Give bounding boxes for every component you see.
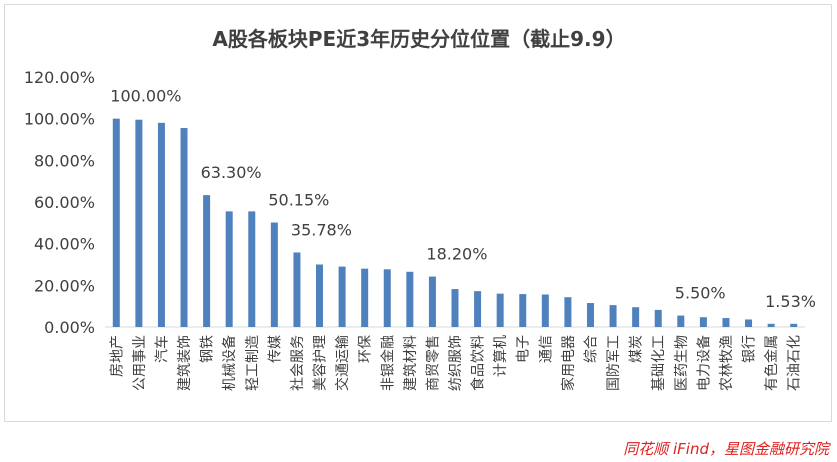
data-label: 35.78% (291, 220, 352, 239)
bar-chart: 0.00% 20.00% 40.00% 60.00% 80.00% 100.00% 120.… (24, 68, 816, 391)
bar (519, 294, 527, 327)
x-tick-label: 纺织服饰 (448, 335, 464, 391)
bar (383, 269, 391, 327)
bar (428, 276, 436, 327)
x-tick-label: 计算机 (493, 335, 509, 377)
y-tick-label: 100.00% (24, 110, 95, 129)
bar (180, 128, 188, 327)
bar (722, 318, 730, 327)
x-tick-label: 汽车 (153, 335, 170, 363)
x-tick-label: 环保 (358, 335, 374, 363)
bar (248, 211, 256, 327)
data-label: 18.20% (426, 245, 487, 264)
bar (586, 303, 594, 327)
bar (338, 266, 346, 327)
x-tick-label: 国防军工 (606, 335, 622, 391)
bar (225, 211, 233, 327)
bar (564, 297, 572, 327)
bar (406, 271, 414, 327)
x-tick-label: 通信 (538, 335, 554, 363)
bar (677, 315, 685, 327)
x-tick-label: 家用电器 (560, 335, 577, 391)
x-tick-label: 煤炭 (629, 335, 645, 363)
bar (293, 252, 301, 327)
y-tick-label: 0.00% (44, 318, 95, 337)
bar (270, 222, 278, 327)
bar (745, 319, 753, 327)
bar (541, 294, 549, 327)
x-tick-label: 石油石化 (787, 335, 803, 391)
x-tick-label: 农林牧渔 (719, 335, 735, 391)
x-tick-label: 传媒 (267, 335, 283, 363)
x-tick-label: 综合 (583, 335, 599, 363)
y-tick-label: 60.00% (34, 193, 95, 212)
data-label: 1.53% (765, 292, 816, 311)
x-tick-label: 基础化工 (650, 335, 667, 391)
x-tick-label: 房地产 (109, 335, 125, 377)
x-tick-label: 食品饮料 (470, 335, 487, 391)
y-tick-label: 20.00% (34, 276, 95, 295)
bar (790, 323, 798, 327)
bar (316, 264, 324, 327)
bar (699, 317, 707, 327)
bar (496, 293, 504, 327)
x-tick-label: 医药生物 (674, 335, 690, 391)
bar (157, 122, 165, 327)
x-tick-label: 交通运输 (334, 335, 351, 391)
data-label: 5.50% (675, 284, 726, 303)
x-tick-label: 电力设备 (695, 335, 712, 391)
source-note: 同花顺 iFind，星图金融研究院 (623, 440, 829, 458)
bar (632, 307, 640, 327)
x-tick-label: 有色金属 (763, 335, 780, 391)
x-tick-label: 机械设备 (221, 335, 238, 391)
y-tick-label: 120.00% (24, 68, 95, 87)
bar (654, 309, 662, 327)
data-label: 100.00% (110, 87, 181, 106)
y-tick-label: 80.00% (34, 151, 95, 170)
bar (767, 323, 775, 327)
chart-title: A股各板块PE近3年历史分位位置（截止9.9） (212, 27, 626, 51)
x-tick-label: 轻工制造 (245, 335, 261, 391)
x-tick-label: 电子 (516, 335, 532, 363)
x-tick-label: 美容护理 (312, 335, 329, 391)
bar (361, 268, 369, 327)
x-tick-label: 建筑材料 (403, 335, 419, 391)
bar (203, 195, 211, 327)
bar (474, 291, 482, 327)
bar (609, 305, 617, 327)
x-tick-label: 钢铁 (200, 335, 216, 363)
y-tick-label: 40.00% (34, 235, 95, 254)
bar (451, 289, 459, 327)
chart-frame: A股各板块PE近3年历史分位位置（截止9.9） 0.00% 20.00% 40.00… (4, 4, 832, 422)
x-tick-label: 非银金融 (380, 335, 396, 391)
bar (135, 119, 143, 327)
x-tick-label: 公用事业 (132, 335, 148, 391)
data-label: 63.30% (201, 163, 262, 182)
x-tick-label: 商贸零售 (425, 335, 441, 391)
x-tick-label: 银行 (742, 335, 758, 363)
data-label: 50.15% (268, 191, 329, 210)
bar (112, 118, 120, 328)
x-tick-label: 社会服务 (290, 335, 306, 391)
x-tick-label: 建筑装饰 (177, 335, 193, 391)
